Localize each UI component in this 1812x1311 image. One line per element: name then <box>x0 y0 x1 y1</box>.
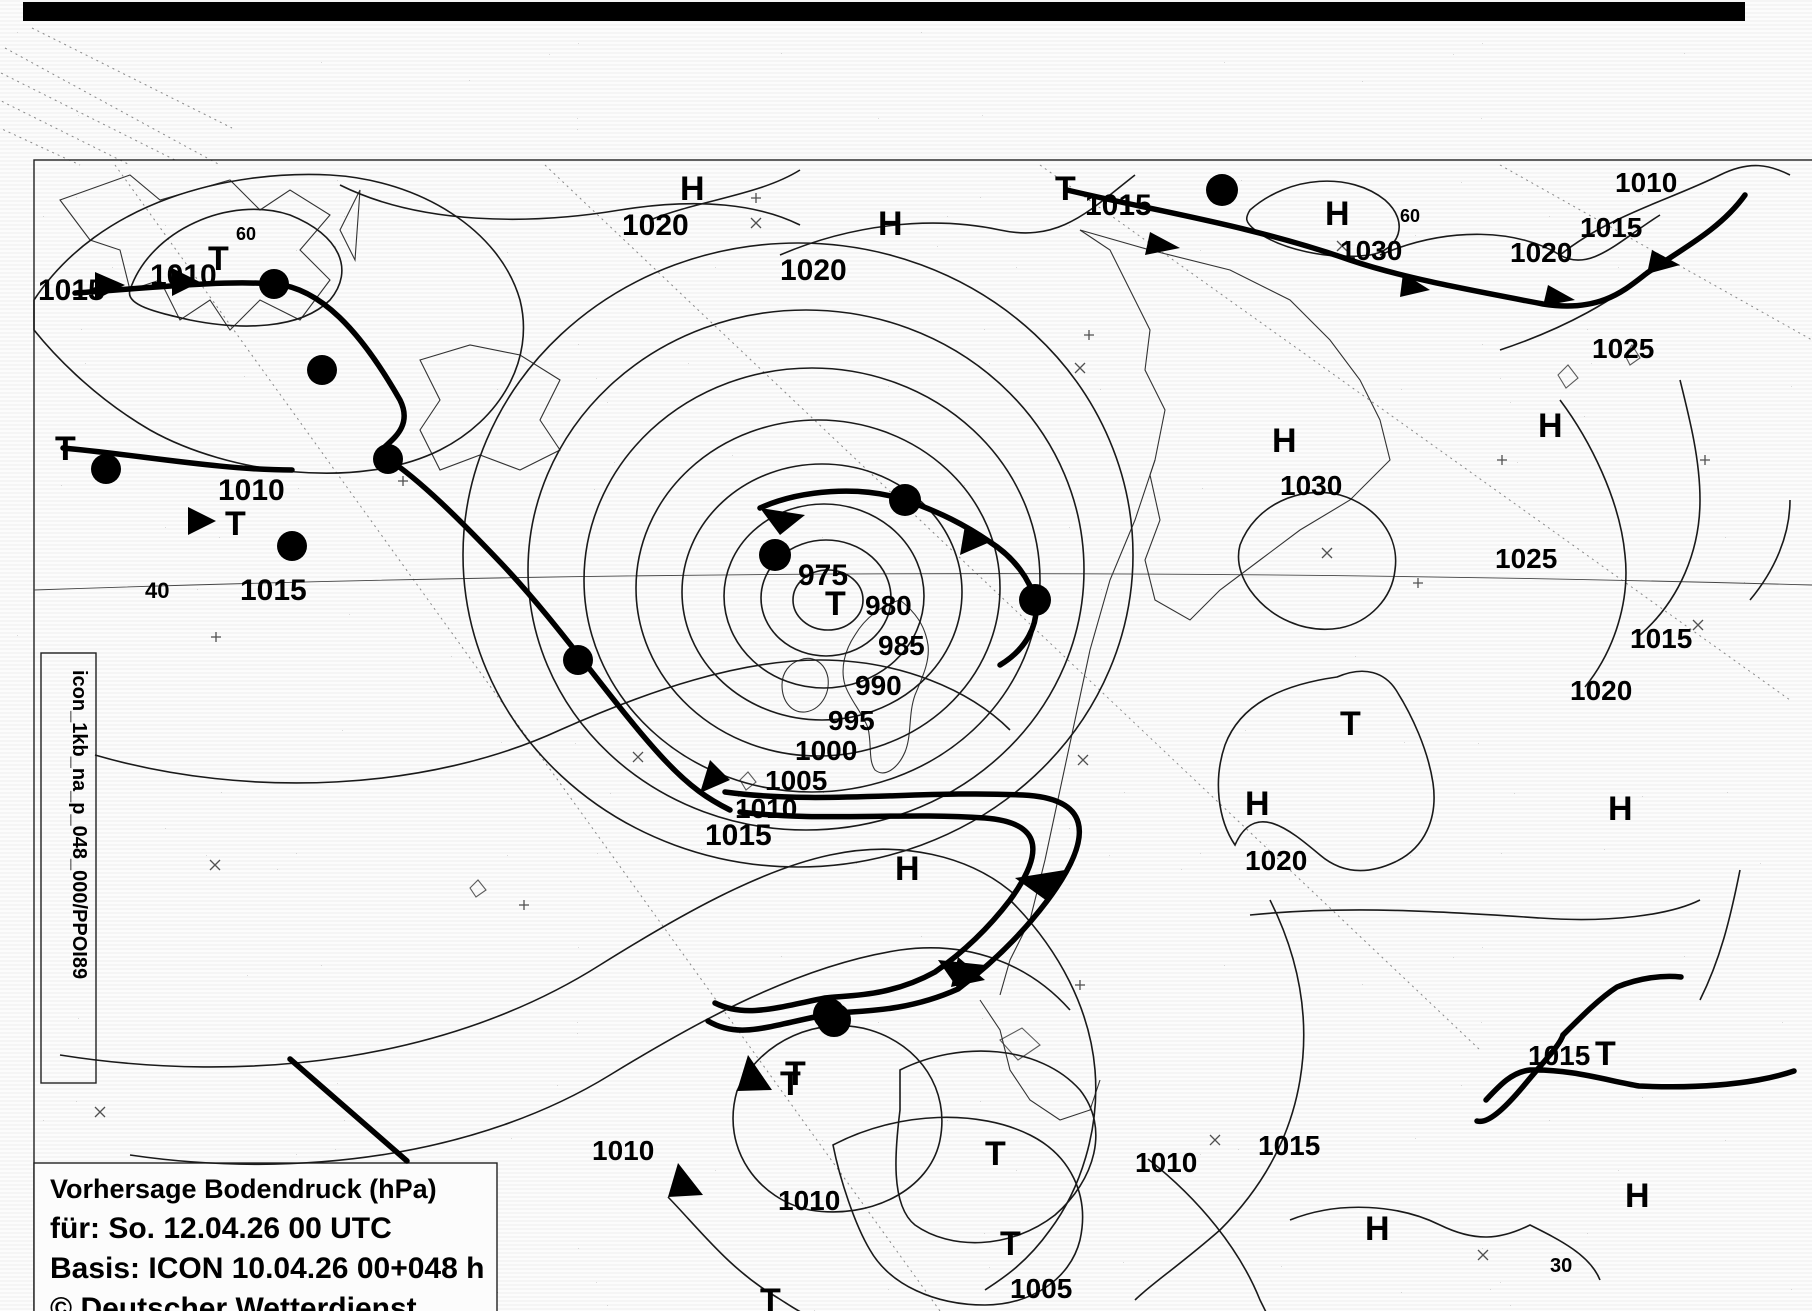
svg-text:H: H <box>878 205 903 243</box>
svg-text:H: H <box>1325 195 1350 233</box>
svg-text:icon_1kb_na_p_048_000/PPOI89: icon_1kb_na_p_048_000/PPOI89 <box>68 670 90 979</box>
svg-text:1030: 1030 <box>1280 470 1342 501</box>
svg-text:1025: 1025 <box>1495 543 1557 574</box>
svg-text:für: So. 12.04.26 00 UTC: für: So. 12.04.26 00 UTC <box>50 1212 392 1245</box>
svg-text:© Deutscher Wetterdienst: © Deutscher Wetterdienst <box>50 1292 417 1311</box>
svg-text:1015: 1015 <box>240 574 307 607</box>
svg-text:T: T <box>760 1282 781 1311</box>
svg-text:1015: 1015 <box>1630 623 1692 654</box>
svg-text:1015: 1015 <box>705 819 772 852</box>
svg-text:1020: 1020 <box>1510 237 1572 268</box>
svg-text:30: 30 <box>1550 1255 1572 1277</box>
svg-text:T: T <box>1340 705 1361 743</box>
svg-text:1015: 1015 <box>38 274 105 307</box>
svg-text:1010: 1010 <box>218 474 285 507</box>
svg-text:990: 990 <box>855 670 902 701</box>
svg-text:H: H <box>895 850 920 888</box>
svg-text:1010: 1010 <box>778 1185 840 1216</box>
svg-text:1015: 1015 <box>1085 189 1152 222</box>
svg-text:H: H <box>680 170 705 208</box>
svg-text:H: H <box>1538 407 1563 445</box>
svg-text:1015: 1015 <box>1258 1130 1320 1161</box>
svg-text:1010: 1010 <box>150 259 217 292</box>
svg-text:1020: 1020 <box>1570 675 1632 706</box>
svg-text:Basis: ICON 10.04.26 00+048 h: Basis: ICON 10.04.26 00+048 h <box>50 1252 484 1285</box>
svg-text:1005: 1005 <box>1010 1273 1072 1304</box>
svg-text:H: H <box>1608 790 1633 828</box>
svg-text:T: T <box>225 505 246 543</box>
svg-text:1025: 1025 <box>1592 333 1654 364</box>
svg-text:H: H <box>1272 422 1297 460</box>
svg-text:T: T <box>1000 1225 1021 1263</box>
svg-text:1030: 1030 <box>1340 235 1402 266</box>
svg-text:1020: 1020 <box>622 209 689 242</box>
svg-text:1005: 1005 <box>765 765 827 796</box>
svg-text:1010: 1010 <box>592 1135 654 1166</box>
svg-text:1000: 1000 <box>795 735 857 766</box>
svg-text:1020: 1020 <box>1245 845 1307 876</box>
svg-text:H: H <box>1245 785 1270 823</box>
svg-text:T: T <box>1595 1035 1616 1073</box>
svg-text:T: T <box>985 1135 1006 1173</box>
svg-text:1015: 1015 <box>1528 1040 1590 1071</box>
svg-text:60: 60 <box>236 224 256 244</box>
svg-text:1015: 1015 <box>1580 212 1642 243</box>
svg-text:980: 980 <box>865 590 912 621</box>
svg-text:T: T <box>825 585 846 623</box>
svg-text:H: H <box>1625 1177 1650 1215</box>
svg-text:995: 995 <box>828 705 875 736</box>
svg-text:40: 40 <box>145 578 169 603</box>
svg-text:H: H <box>1365 1210 1390 1248</box>
svg-text:T: T <box>1055 170 1076 208</box>
svg-text:T: T <box>208 240 229 278</box>
svg-text:1010: 1010 <box>1135 1147 1197 1178</box>
svg-text:985: 985 <box>878 630 925 661</box>
svg-text:1020: 1020 <box>780 254 847 287</box>
svg-text:T: T <box>55 430 76 468</box>
svg-text:T: T <box>785 1055 806 1093</box>
svg-text:1010: 1010 <box>1615 167 1677 198</box>
svg-text:60: 60 <box>1400 206 1420 226</box>
svg-text:Vorhersage Bodendruck (hPa): Vorhersage Bodendruck (hPa) <box>50 1174 437 1204</box>
